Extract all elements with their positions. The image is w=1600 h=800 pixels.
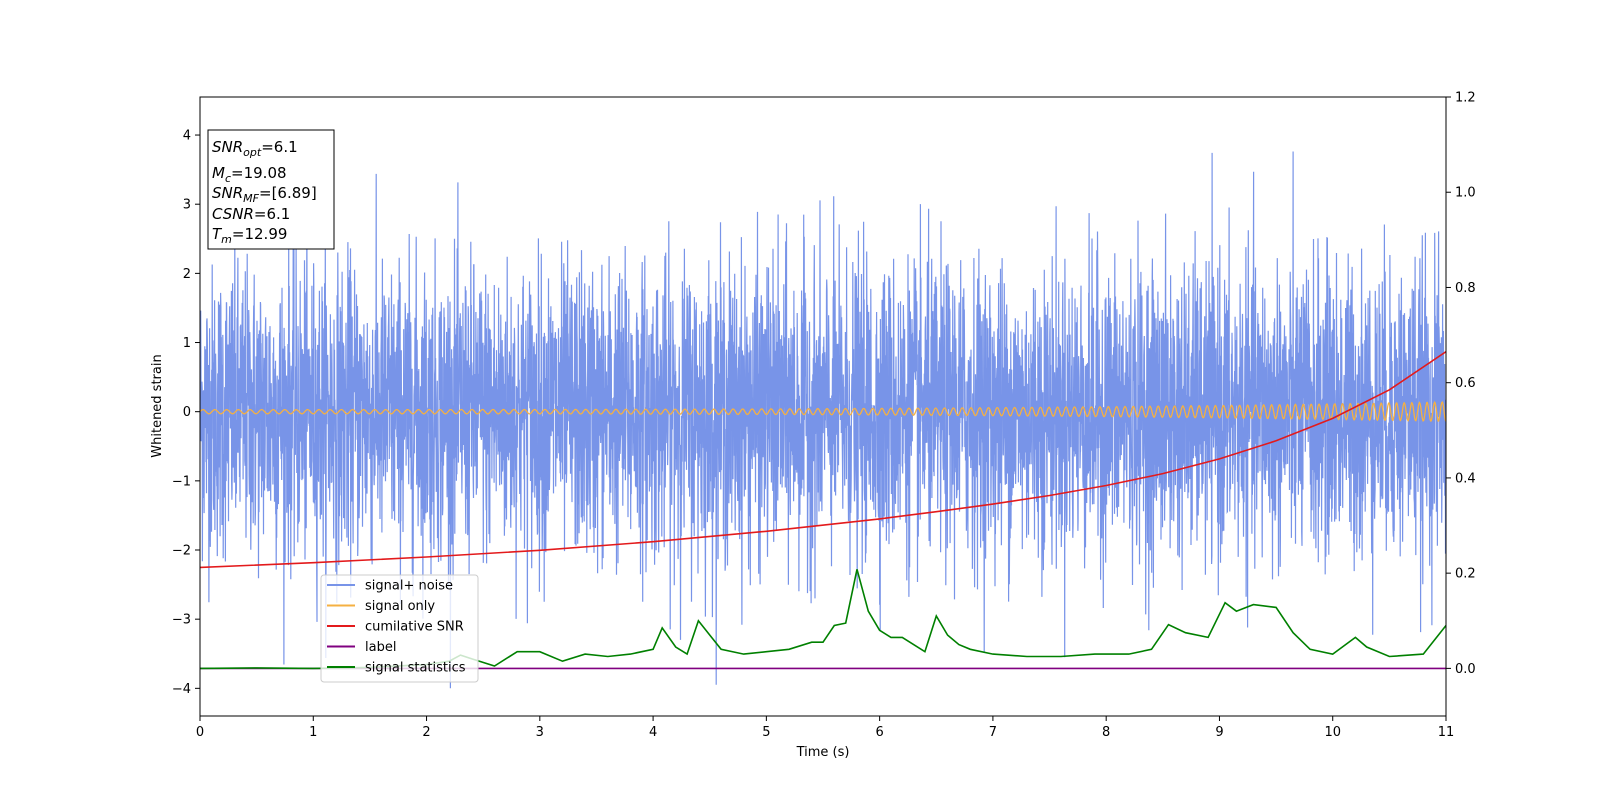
legend-entry-label: signal only: [365, 599, 435, 614]
x-tick-label: 7: [989, 725, 997, 740]
plot-frame: [199, 96, 1447, 717]
x-axis: 0 1 2 3 4 5 6 7 8 9 10 11: [196, 716, 1454, 740]
legend-entry-label: cumilative SNR: [365, 620, 464, 635]
y-tick-label: 1: [183, 336, 191, 351]
stat-tm: Tm=12.99: [212, 225, 287, 246]
stat-csnr: CSNR=6.1: [212, 205, 290, 223]
y2-tick-label: 1.0: [1455, 186, 1476, 201]
x-tick-label: 9: [1215, 725, 1223, 740]
y-axis-left: 4 3 2 1 0 −1 −2 −3 −4: [172, 129, 200, 697]
legend-entry-label: signal statistics: [365, 661, 466, 676]
x-tick-label: 2: [422, 725, 430, 740]
y-tick-label: −2: [172, 544, 191, 559]
series-signal-noise-line: [200, 151, 1446, 689]
legend-frame: [320, 574, 479, 683]
x-tick-label: 11: [1438, 725, 1455, 740]
y2-tick-label: 0.0: [1455, 662, 1476, 677]
y-tick-label: 0: [183, 405, 191, 420]
y-tick-label: 3: [183, 198, 191, 213]
x-tick-label: 4: [649, 725, 657, 740]
x-tick-label: 10: [1324, 725, 1341, 740]
legend-entry-label: label: [365, 640, 396, 655]
y2-tick-label: 0.2: [1455, 567, 1476, 582]
y-tick-label: 2: [183, 267, 191, 282]
y-axis-right: 1.2 1.0 0.8 0.6 0.4 0.2 0.0: [1446, 91, 1476, 677]
y-axis-label: Whitened strain: [150, 354, 165, 457]
y2-tick-label: 1.2: [1455, 91, 1476, 106]
stat-snr-opt: SNRopt=6.1: [212, 138, 298, 159]
x-tick-label: 3: [536, 725, 544, 740]
series-cumulative-snr-line: [200, 351, 1446, 569]
legend-entry-label: signal+ noise: [365, 579, 453, 594]
x-axis-label: Time (s): [796, 745, 850, 760]
y2-tick-label: 0.8: [1455, 281, 1476, 296]
stat-snr-mf: SNRMF=[6.89]: [212, 184, 317, 205]
y-tick-label: 4: [183, 129, 191, 144]
stats-box-frame: [207, 129, 335, 250]
x-tick-label: 1: [309, 725, 317, 740]
y-tick-label: −1: [172, 474, 191, 489]
x-tick-label: 8: [1102, 725, 1110, 740]
stats-box: SNRopt=6.1 Mc=19.08 SNRMF=[6.89] CSNR=6.…: [207, 129, 335, 250]
y-tick-label: −3: [172, 613, 191, 628]
y2-tick-label: 0.6: [1455, 376, 1476, 391]
legend: signal+ noise signal only cumilative SNR la…: [320, 574, 479, 683]
x-tick-label: 5: [762, 725, 770, 740]
x-tick-label: 6: [875, 725, 883, 740]
x-tick-label: 0: [196, 725, 204, 740]
series-signal-statistics-line: [200, 569, 1446, 670]
y-tick-label: −4: [172, 682, 191, 697]
stat-mc: Mc=19.08: [212, 164, 287, 185]
series-signal-only-line: [200, 400, 1446, 423]
y2-tick-label: 0.4: [1455, 471, 1476, 486]
